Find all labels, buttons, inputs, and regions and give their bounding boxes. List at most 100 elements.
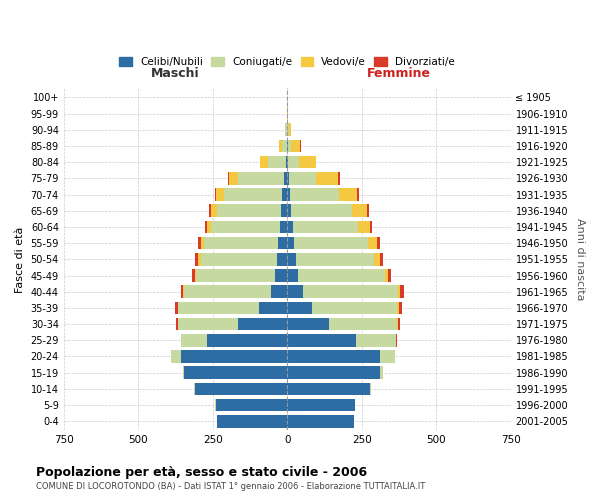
Bar	[287, 302, 399, 314]
Bar	[287, 253, 380, 266]
Bar	[277, 253, 287, 266]
Bar	[176, 318, 287, 330]
Bar	[286, 124, 287, 136]
Bar	[228, 172, 287, 184]
Bar	[287, 318, 329, 330]
Bar	[287, 366, 383, 379]
Bar	[287, 286, 302, 298]
Bar	[284, 124, 287, 136]
Bar	[178, 318, 287, 330]
Bar	[217, 188, 287, 201]
Bar	[178, 302, 287, 314]
Y-axis label: Fasce di età: Fasce di età	[15, 226, 25, 292]
Bar	[287, 269, 385, 282]
Bar	[271, 286, 287, 298]
Bar	[280, 220, 287, 233]
Bar	[287, 204, 369, 217]
Bar	[181, 334, 287, 346]
Bar	[207, 334, 287, 346]
Bar	[268, 156, 287, 168]
Bar	[215, 188, 287, 201]
Bar	[207, 220, 287, 233]
Bar	[215, 398, 287, 411]
Bar	[287, 237, 380, 250]
Bar	[287, 172, 340, 184]
Bar	[287, 350, 395, 363]
Bar	[287, 172, 338, 184]
Bar	[217, 415, 287, 428]
Bar	[224, 188, 287, 201]
Bar	[286, 156, 287, 168]
Bar	[196, 253, 287, 266]
Bar	[171, 350, 287, 363]
Bar	[287, 415, 354, 428]
Bar	[181, 286, 287, 298]
Text: Maschi: Maschi	[151, 68, 200, 80]
Bar	[278, 237, 287, 250]
Bar	[287, 334, 356, 346]
Bar	[287, 253, 296, 266]
Bar	[287, 156, 288, 168]
Bar	[211, 204, 287, 217]
Bar	[287, 286, 398, 298]
Bar	[171, 350, 287, 363]
Bar	[287, 124, 292, 136]
Bar	[181, 350, 287, 363]
Legend: Celibi/Nubili, Coniugati/e, Vedovi/e, Divorziati/e: Celibi/Nubili, Coniugati/e, Vedovi/e, Di…	[115, 52, 459, 72]
Bar	[287, 156, 299, 168]
Bar	[284, 172, 287, 184]
Bar	[199, 237, 287, 250]
Bar	[287, 398, 355, 411]
Bar	[287, 140, 301, 152]
Bar	[193, 269, 287, 282]
Bar	[287, 334, 396, 346]
Bar	[287, 382, 371, 395]
Bar	[205, 220, 287, 233]
Bar	[196, 269, 287, 282]
Bar	[211, 220, 287, 233]
Bar	[204, 237, 287, 250]
Bar	[284, 124, 287, 136]
Bar	[199, 253, 287, 266]
Bar	[201, 253, 287, 266]
Bar	[275, 269, 287, 282]
Bar	[287, 318, 397, 330]
Bar	[287, 220, 372, 233]
Y-axis label: Anni di nascita: Anni di nascita	[575, 218, 585, 300]
Bar	[282, 188, 287, 201]
Bar	[287, 382, 370, 395]
Bar	[279, 140, 287, 152]
Bar	[287, 140, 301, 152]
Bar	[287, 253, 383, 266]
Bar	[215, 398, 287, 411]
Bar	[287, 398, 355, 411]
Bar	[216, 398, 287, 411]
Bar	[287, 415, 354, 428]
Bar	[287, 237, 368, 250]
Bar	[287, 350, 395, 363]
Text: Popolazione per età, sesso e stato civile - 2006: Popolazione per età, sesso e stato civil…	[36, 466, 367, 479]
Bar	[217, 415, 287, 428]
Bar	[287, 188, 290, 201]
Bar	[195, 382, 287, 395]
Bar	[183, 366, 287, 379]
Bar	[287, 188, 339, 201]
Bar	[183, 366, 287, 379]
Bar	[171, 350, 287, 363]
Bar	[183, 366, 287, 379]
Bar	[287, 302, 311, 314]
Bar	[287, 269, 298, 282]
Text: COMUNE DI LOCOROTONDO (BA) - Dati ISTAT 1° gennaio 2006 - Elaborazione TUTTAITAL: COMUNE DI LOCOROTONDO (BA) - Dati ISTAT …	[36, 482, 425, 491]
Bar	[287, 318, 398, 330]
Bar	[287, 415, 354, 428]
Bar	[183, 286, 287, 298]
Bar	[287, 220, 370, 233]
Bar	[287, 172, 289, 184]
Bar	[238, 172, 287, 184]
Bar	[287, 204, 352, 217]
Bar	[287, 124, 292, 136]
Bar	[194, 382, 287, 395]
Bar	[287, 366, 380, 379]
Bar	[287, 188, 357, 201]
Bar	[181, 334, 287, 346]
